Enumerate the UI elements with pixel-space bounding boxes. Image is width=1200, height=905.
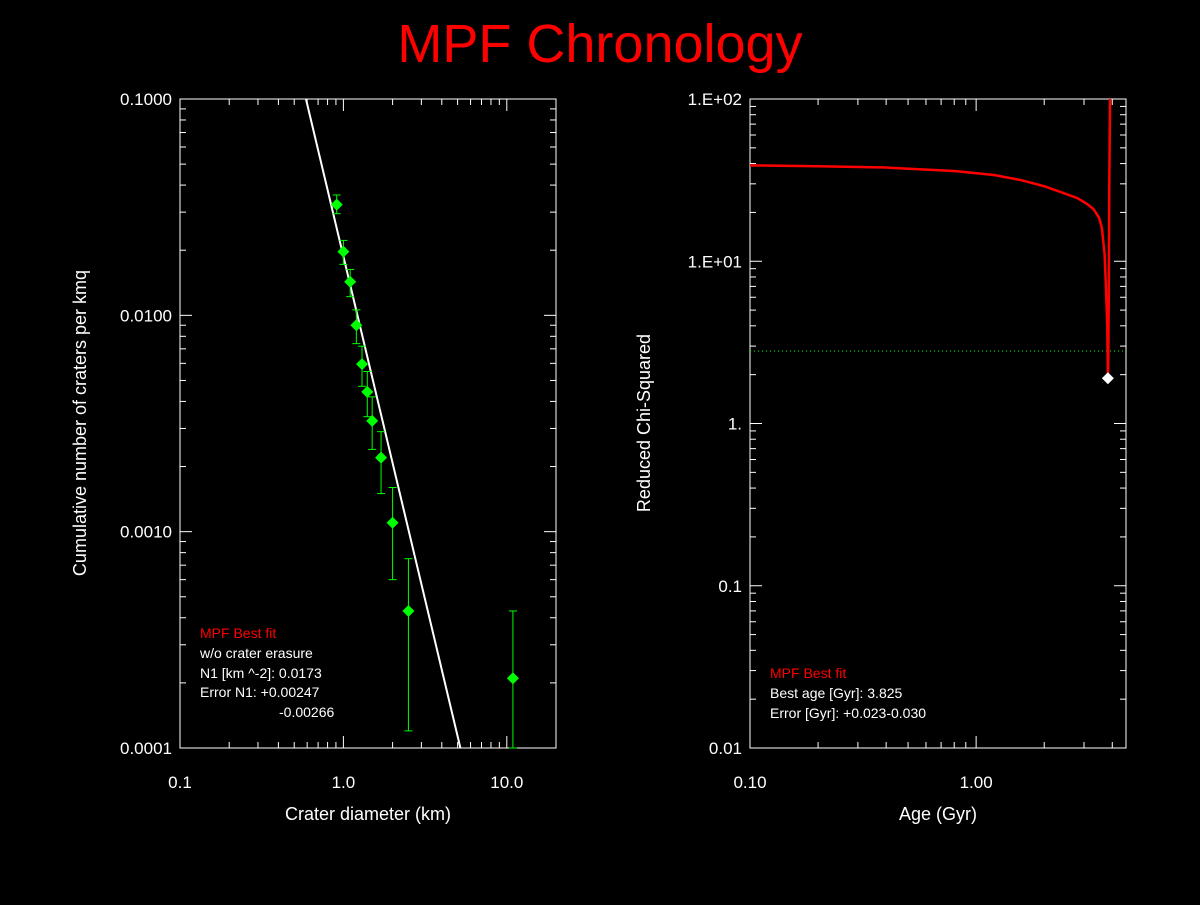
x-axis-label: Crater diameter (km) (285, 804, 451, 824)
x-tick-label: 1.00 (960, 773, 993, 792)
data-point (375, 451, 388, 464)
data-point (386, 516, 399, 529)
data-point (337, 245, 350, 258)
legend-heading: MPF Best fit (200, 625, 276, 641)
plot-frame (179, 98, 557, 749)
data-marks (304, 98, 519, 749)
x-tick-label: 0.10 (733, 773, 766, 792)
data-marks (749, 98, 1126, 385)
data-point (506, 672, 519, 685)
figure-title: MPF Chronology (397, 14, 802, 74)
y-tick-label: 0.0100 (120, 306, 172, 325)
legend-line: w/o crater erasure (199, 645, 313, 661)
chi-squared-age-plot: 0.10 1.000.010.11.1.E+011.E+02 Age (Gyr) … (634, 90, 1127, 824)
tick-labels: 0.10 1.00 0.01 0.1 1. 1.E+01 1.E+02 (688, 90, 993, 792)
legend: MPF Best fit w/o crater erasure N1 [km ^… (199, 625, 334, 720)
y-tick-label: 1.E+02 (688, 90, 742, 109)
data-point (366, 414, 379, 427)
legend-line: Error N1: +0.00247 (200, 684, 320, 700)
legend-line: Best age [Gyr]: 3.825 (770, 685, 903, 701)
y-axis-label: Cumulative number of craters per kmq (70, 270, 90, 576)
y-tick-label: 0.1000 (120, 90, 172, 109)
data-point (356, 358, 369, 371)
axis-ticks (749, 98, 1126, 749)
crater-size-frequency-plot: 0.1 1.0 10.0 0.0001 0.0010 0.0100 0.1000 Crate… (70, 90, 557, 824)
y-tick-label: 1.E+01 (688, 252, 742, 271)
y-tick-label: 0.1 (718, 577, 742, 596)
x-tick-label: 10.0 (490, 773, 523, 792)
chi-squared-curve (749, 98, 1112, 380)
data-point (330, 198, 343, 211)
y-axis-label: Reduced Chi-Squared (634, 334, 654, 512)
data-point (402, 604, 415, 617)
y-tick-label: 0.01 (709, 739, 742, 758)
legend-line: Error [Gyr]: +0.023-0.030 (770, 705, 926, 721)
x-tick-label: 0.1 (168, 773, 192, 792)
legend-line: N1 [km ^-2]: 0.0173 (200, 665, 322, 681)
y-tick-label: 1. (728, 415, 742, 434)
legend-heading: MPF Best fit (770, 665, 846, 681)
tick-labels: 0.1 1.0 10.0 0.0001 0.0010 0.0100 0.1000 (120, 90, 523, 792)
y-tick-label: 0.0010 (120, 523, 172, 542)
x-tick-label: 1.0 (332, 773, 356, 792)
best-fit-marker (1101, 372, 1114, 385)
axis-ticks (179, 98, 556, 749)
fit-line (304, 98, 462, 749)
y-tick-label: 0.0001 (120, 739, 172, 758)
data-point (344, 275, 357, 288)
legend: MPF Best fit Best age [Gyr]: 3.825 Error… (770, 665, 926, 721)
legend-line: -0.00266 (279, 704, 334, 720)
x-axis-label: Age (Gyr) (899, 804, 977, 824)
data-point (350, 319, 363, 332)
data-point (361, 385, 374, 398)
